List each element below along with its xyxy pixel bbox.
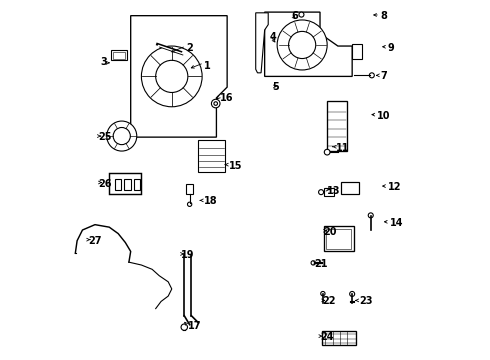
Bar (322, 332, 356, 345)
Polygon shape (131, 16, 227, 137)
Text: 7: 7 (381, 71, 388, 81)
Circle shape (277, 20, 327, 70)
Bar (327, 102, 347, 152)
Text: 10: 10 (377, 111, 391, 121)
Text: 4: 4 (270, 32, 277, 42)
Text: 12: 12 (388, 182, 401, 192)
Bar (352, 44, 362, 59)
Bar (323, 188, 334, 196)
Circle shape (107, 121, 137, 151)
Circle shape (324, 149, 330, 155)
Text: 14: 14 (390, 218, 403, 228)
Text: 15: 15 (229, 161, 243, 171)
Circle shape (311, 261, 316, 265)
Circle shape (318, 190, 323, 195)
Text: 5: 5 (272, 82, 278, 92)
Bar (326, 229, 351, 249)
Bar (115, 179, 121, 190)
Circle shape (188, 202, 192, 206)
Circle shape (289, 31, 316, 59)
Text: 20: 20 (323, 227, 337, 237)
Text: 16: 16 (220, 93, 234, 103)
Text: 1: 1 (204, 61, 211, 71)
Text: 13: 13 (327, 186, 341, 196)
Text: 25: 25 (98, 132, 112, 142)
Text: 24: 24 (320, 332, 334, 342)
Bar (109, 173, 142, 194)
Bar (124, 179, 131, 190)
Bar (342, 182, 359, 194)
Circle shape (211, 99, 220, 108)
Circle shape (299, 12, 304, 17)
Circle shape (368, 213, 373, 218)
Text: 8: 8 (381, 11, 388, 21)
Bar (113, 52, 125, 59)
Text: 27: 27 (88, 236, 101, 246)
Text: 19: 19 (181, 250, 194, 260)
Text: 23: 23 (359, 296, 373, 306)
Polygon shape (256, 13, 268, 73)
Bar (323, 226, 354, 251)
Circle shape (214, 102, 218, 105)
Circle shape (142, 46, 202, 107)
Circle shape (369, 73, 374, 78)
Text: 2: 2 (186, 43, 193, 53)
Text: 11: 11 (336, 143, 349, 153)
Text: 6: 6 (292, 11, 298, 21)
Circle shape (156, 60, 188, 93)
Polygon shape (186, 184, 193, 194)
Text: 22: 22 (322, 296, 335, 306)
Circle shape (113, 127, 130, 145)
Text: 3: 3 (101, 57, 107, 67)
Text: 17: 17 (188, 321, 201, 332)
Text: 21: 21 (315, 259, 328, 269)
Circle shape (181, 324, 188, 330)
Text: 18: 18 (204, 197, 218, 206)
Polygon shape (265, 12, 352, 76)
Bar (111, 50, 127, 60)
Bar (198, 140, 224, 172)
Bar (134, 179, 140, 190)
Circle shape (350, 292, 355, 296)
Text: 26: 26 (98, 179, 112, 189)
Text: 9: 9 (388, 43, 394, 53)
Circle shape (321, 292, 325, 296)
